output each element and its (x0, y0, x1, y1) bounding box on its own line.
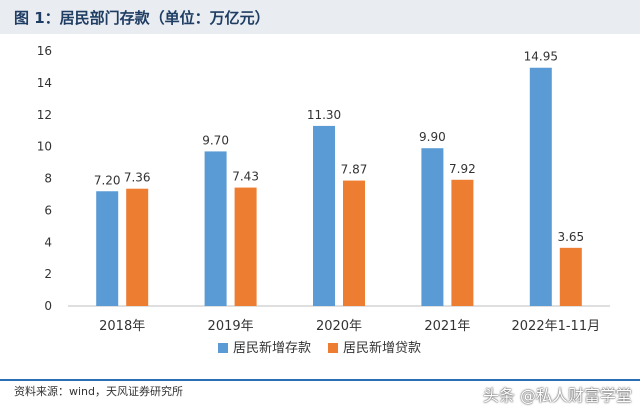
bar-chart: 0 2 4 6 8 10 12 14 16 7.20 7.36 2018年 9.70 7.43 2019年 1… (37, 44, 610, 356)
deposit-bar (529, 67, 552, 306)
deposit-bar (204, 151, 227, 306)
loan-value-label: 3.65 (557, 230, 584, 244)
legend-swatch-loan (328, 343, 338, 353)
watermark: 头条 @私人财富学堂 (482, 386, 632, 405)
x-category-label: 2019年 (208, 319, 254, 334)
deposit-value-label: 11.30 (307, 108, 341, 122)
deposit-bar (96, 191, 119, 306)
legend-label-deposit: 居民新增存款 (233, 340, 311, 356)
loan-bar (559, 247, 582, 306)
legend-swatch-deposit (218, 343, 228, 353)
y-tick-label: 10 (37, 140, 52, 154)
loan-value-label: 7.36 (124, 171, 151, 185)
deposit-bar (421, 148, 444, 306)
deposit-value-label: 9.70 (202, 133, 229, 147)
title-bar (0, 0, 640, 34)
y-tick-label: 14 (37, 76, 52, 90)
loan-value-label: 7.87 (341, 163, 368, 177)
deposit-bar (313, 125, 335, 306)
legend-label-loan: 居民新增贷款 (343, 340, 421, 356)
loan-value-label: 7.43 (232, 170, 259, 184)
y-tick-label: 2 (44, 267, 52, 281)
bottom-rule (0, 379, 640, 381)
deposit-value-label: 9.90 (419, 130, 446, 144)
loan-value-label: 7.92 (449, 162, 476, 176)
y-tick-label: 6 (44, 203, 52, 217)
y-tick-label: 16 (37, 44, 52, 58)
deposit-value-label: 7.20 (94, 173, 121, 187)
source-note: 资料来源：wind，天风证券研究所 (14, 385, 184, 398)
loan-bar (451, 179, 474, 306)
x-category-label: 2020年 (316, 319, 362, 334)
y-tick-label: 0 (44, 299, 52, 313)
x-category-label: 2018年 (99, 319, 145, 334)
loan-bar (126, 188, 149, 306)
x-category-label: 2021年 (424, 319, 470, 334)
chart-title: 图 1：居民部门存款（单位：万亿元） (14, 9, 270, 27)
y-tick-label: 8 (44, 172, 52, 186)
deposit-value-label: 14.95 (524, 50, 558, 64)
y-tick-label: 12 (37, 108, 52, 122)
loan-bar (343, 180, 365, 306)
x-category-label: 2022年1-11月 (512, 319, 601, 334)
y-tick-label: 4 (44, 235, 52, 249)
loan-bar (234, 187, 257, 306)
